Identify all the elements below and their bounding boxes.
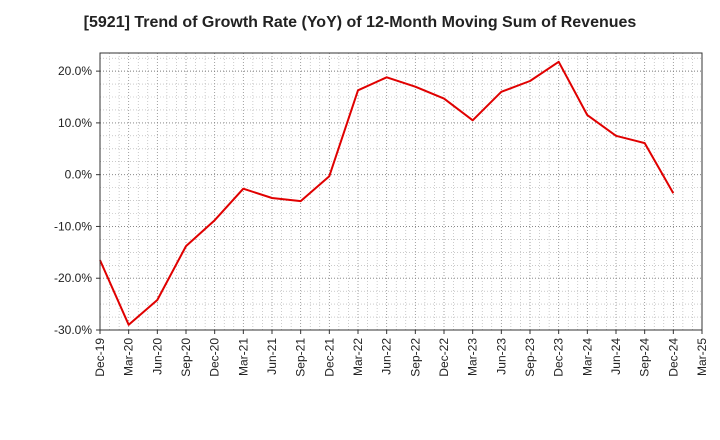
x-tick-label: Sep-21 <box>294 338 308 377</box>
x-tick-label: Sep-24 <box>638 338 652 377</box>
x-tick-label: Jun-21 <box>265 338 279 375</box>
x-tick-label: Dec-21 <box>322 338 336 377</box>
x-tick-label: Mar-23 <box>466 338 480 376</box>
chart-title: [5921] Trend of Growth Rate (YoY) of 12-… <box>83 14 637 31</box>
x-tick-label: Mar-25 <box>695 338 709 376</box>
y-tick-label: 20.0% <box>58 64 92 78</box>
x-tick-label: Mar-20 <box>122 338 136 376</box>
x-tick-label: Sep-23 <box>523 338 537 377</box>
x-tick-label: Mar-24 <box>580 338 594 376</box>
plot-frame <box>99 52 703 331</box>
x-tick-label: Dec-19 <box>93 338 107 377</box>
y-tick-label: -30.0% <box>54 323 92 337</box>
y-tick-label: -10.0% <box>54 219 92 233</box>
y-tick-label: -20.0% <box>54 271 92 285</box>
plot-area <box>100 53 702 330</box>
x-tick-label: Jun-22 <box>380 338 394 375</box>
x-tick-label: Mar-22 <box>351 338 365 376</box>
x-tick-label: Jun-23 <box>494 338 508 375</box>
x-tick-label: Jun-24 <box>609 338 623 375</box>
x-tick-label: Dec-24 <box>666 338 680 377</box>
y-tick-label: 10.0% <box>58 116 92 130</box>
x-tick-label: Sep-22 <box>408 338 422 377</box>
x-tick-label: Sep-20 <box>179 338 193 377</box>
x-tick-label: Dec-20 <box>208 338 222 377</box>
y-tick-label: 0.0% <box>65 168 93 182</box>
y-axis-ticks: 20.0% 10.0% 0.0% -10.0% -20.0% -30.0% <box>54 64 100 337</box>
x-tick-label: Mar-21 <box>236 338 250 376</box>
x-tick-label: Jun-20 <box>150 338 164 375</box>
x-tick-label: Dec-23 <box>552 338 566 377</box>
x-axis-ticks: Dec-19 Mar-20 Jun-20 Sep-20 Dec-20 Mar-21 Jun-… <box>93 330 709 377</box>
x-tick-label: Dec-22 <box>437 338 451 377</box>
